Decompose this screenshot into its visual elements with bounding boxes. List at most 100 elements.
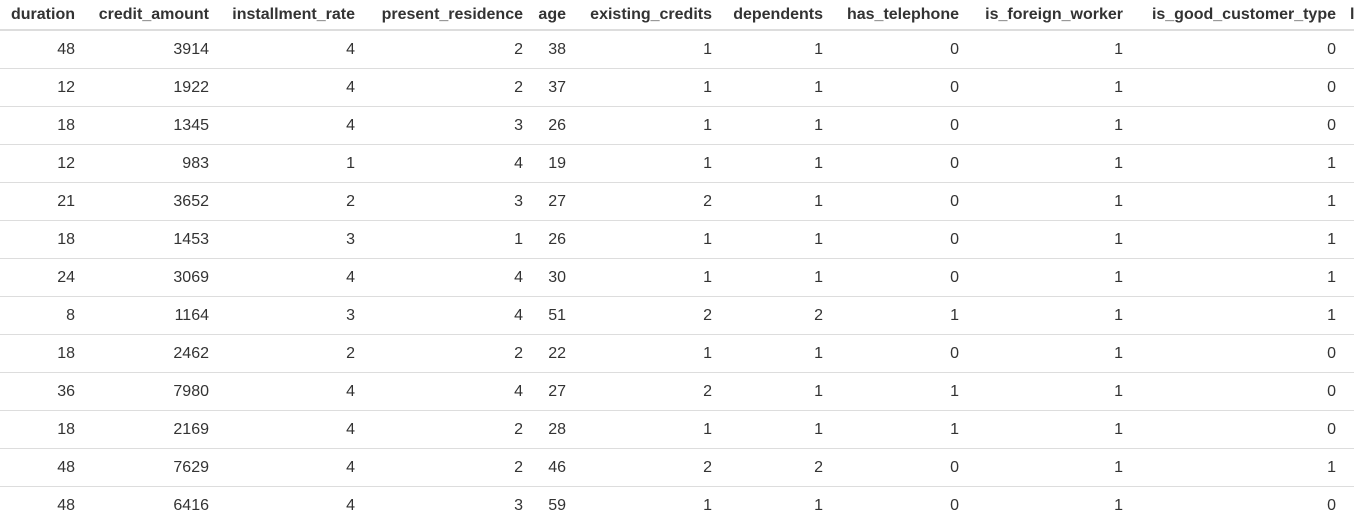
table-row[interactable]: 18 2462 2 2 22 1 1 0 1 0	[0, 334, 1354, 373]
installment-rate-cell: 4	[346, 40, 355, 58]
installment-rate-cell: 4	[217, 486, 363, 519]
existing-credits-cell: 1	[574, 410, 720, 449]
has-telephone-cell: 1	[831, 372, 967, 411]
age-cell: 59	[531, 486, 574, 519]
has-telephone-cell: 1	[831, 410, 967, 449]
is-good-customer-type-cell: 1	[1131, 258, 1344, 297]
dependents-cell: 1	[720, 220, 831, 259]
credit-amount-cell: 983	[83, 144, 217, 183]
age-cell: 46	[531, 448, 574, 487]
is-good-customer-type-cell: 1	[1131, 296, 1344, 335]
is-foreign-worker-cell: 1	[967, 334, 1131, 373]
is-good-customer-type-cell: 0	[1131, 372, 1344, 411]
column-header-installment-rate[interactable]: installment_rate	[217, 0, 363, 31]
is-foreign-worker-cell: 1	[967, 296, 1131, 335]
duration-cell: 18	[0, 410, 83, 449]
truncated-cell	[1344, 296, 1354, 335]
present-residence-cell: 4	[363, 372, 531, 411]
truncated-cell	[1344, 410, 1354, 449]
header-row: duration credit_amount installment_rate …	[0, 0, 1354, 31]
present-residence-cell: 2	[363, 448, 531, 487]
present-residence-cell: 2	[514, 40, 523, 58]
table-row[interactable]: 36 7980 4 4 27 2 1 1 1 0	[0, 372, 1354, 411]
dependents-cell: 1	[720, 106, 831, 145]
is-foreign-worker-cell: 1	[967, 372, 1131, 411]
truncated-cell	[1344, 334, 1354, 373]
truncated-cell	[1344, 220, 1354, 259]
table-row[interactable]: 18 2169 4 2 28 1 1 1 1 0	[0, 410, 1354, 449]
column-header-is-good-customer-type[interactable]: is_good_customer_type	[1131, 0, 1344, 31]
existing-credits-cell: 1	[574, 220, 720, 259]
dependents-cell: 1	[720, 334, 831, 373]
table-row[interactable]: 48 3914 4 2 38 1 1 0 1 0	[0, 30, 1354, 69]
truncated-cell	[1344, 182, 1354, 221]
dependents-cell: 1	[814, 40, 823, 58]
has-telephone-cell: 0	[831, 334, 967, 373]
installment-rate-cell: 4	[217, 448, 363, 487]
column-header-dependents[interactable]: dependents	[720, 0, 831, 31]
present-residence-cell: 3	[363, 486, 531, 519]
column-header-present-residence[interactable]: present_residence	[363, 0, 531, 31]
dependents-cell: 1	[720, 410, 831, 449]
installment-rate-cell: 2	[217, 334, 363, 373]
dependents-cell: 1	[720, 258, 831, 297]
has-telephone-cell: 0	[831, 182, 967, 221]
dependents-cell: 1	[720, 486, 831, 519]
present-residence-cell: 2	[363, 334, 531, 373]
age-cell: 26	[531, 220, 574, 259]
age-cell: 22	[531, 334, 574, 373]
dependents-cell: 2	[720, 296, 831, 335]
column-header-is-foreign-worker[interactable]: is_foreign_worker	[967, 0, 1131, 31]
column-header-duration[interactable]: duration	[0, 0, 83, 31]
is-good-customer-type-cell: 0	[1131, 410, 1344, 449]
existing-credits-cell: 1	[574, 334, 720, 373]
table-row[interactable]: 8 1164 3 4 51 2 2 1 1 1	[0, 296, 1354, 335]
age-cell: 19	[531, 144, 574, 183]
dependents-cell: 1	[720, 372, 831, 411]
installment-rate-cell: 2	[217, 182, 363, 221]
credit-amount-cell: 7980	[83, 372, 217, 411]
table-row[interactable]: 21 3652 2 3 27 2 1 0 1 1	[0, 182, 1354, 221]
age-cell: 51	[531, 296, 574, 335]
truncated-cell	[1344, 258, 1354, 297]
age-cell: 27	[531, 372, 574, 411]
table-body: 48 3914 4 2 38 1 1 0 1 0 12 1922 4 2 37 1 1 0 1 0 18 1345 4 3 26…	[0, 30, 1354, 519]
has-telephone-cell: 0	[831, 144, 967, 183]
present-residence-cell: 2	[363, 68, 531, 107]
truncated-cell	[1344, 144, 1354, 183]
is-good-customer-type-cell: 1	[1131, 182, 1344, 221]
has-telephone-cell: 0	[831, 258, 967, 297]
column-header-truncated[interactable]: l	[1344, 0, 1354, 31]
installment-rate-cell: 4	[217, 410, 363, 449]
credit-amount-cell: 2169	[83, 410, 217, 449]
table-row[interactable]: 18 1453 3 1 26 1 1 0 1 1	[0, 220, 1354, 259]
dependents-cell: 1	[720, 144, 831, 183]
existing-credits-cell: 1	[574, 68, 720, 107]
age-cell: 30	[531, 258, 574, 297]
truncated-cell	[1344, 68, 1354, 107]
is-foreign-worker-cell: 1	[967, 106, 1131, 145]
column-header-age[interactable]: age	[531, 0, 574, 31]
column-header-credit-amount[interactable]: credit_amount	[83, 0, 217, 31]
column-header-has-telephone[interactable]: has_telephone	[831, 0, 967, 31]
duration-cell: 48	[0, 448, 83, 487]
installment-rate-cell: 4	[217, 106, 363, 145]
table-row[interactable]: 12 983 1 4 19 1 1 0 1 1	[0, 144, 1354, 183]
existing-credits-cell: 1	[574, 144, 720, 183]
table-row[interactable]: 48 7629 4 2 46 2 2 0 1 1	[0, 448, 1354, 487]
table-row[interactable]: 24 3069 4 4 30 1 1 0 1 1	[0, 258, 1354, 297]
existing-credits-cell: 2	[574, 448, 720, 487]
is-foreign-worker-cell: 1	[967, 486, 1131, 519]
table-row[interactable]: 12 1922 4 2 37 1 1 0 1 0	[0, 68, 1354, 107]
table-row[interactable]: 18 1345 4 3 26 1 1 0 1 0	[0, 106, 1354, 145]
installment-rate-cell: 4	[217, 258, 363, 297]
credit-amount-cell: 1453	[83, 220, 217, 259]
credit-amount-cell: 7629	[83, 448, 217, 487]
existing-credits-cell: 1	[574, 486, 720, 519]
table-row[interactable]: 48 6416 4 3 59 1 1 0 1 0	[0, 486, 1354, 519]
credit-amount-cell: 2462	[83, 334, 217, 373]
column-header-existing-credits[interactable]: existing_credits	[574, 0, 720, 31]
duration-cell: 12	[0, 144, 83, 183]
